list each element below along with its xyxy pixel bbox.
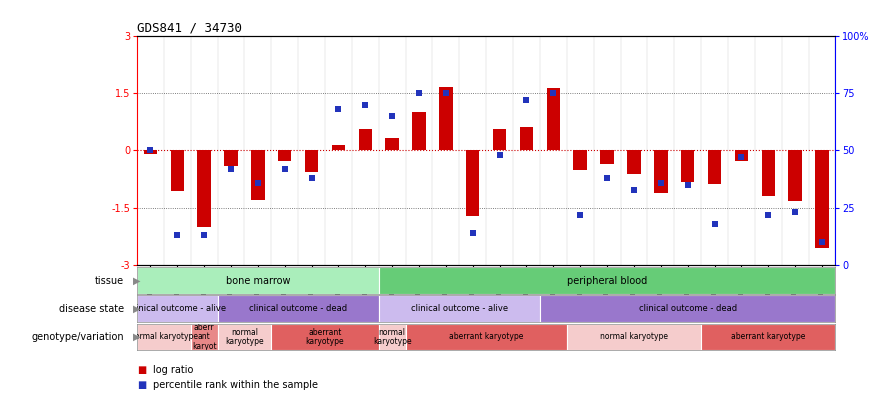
Bar bbox=[761, 150, 775, 196]
Text: ■: ■ bbox=[137, 365, 146, 375]
Point bbox=[707, 221, 721, 227]
Text: normal
karyotype: normal karyotype bbox=[373, 327, 412, 346]
Point bbox=[573, 211, 587, 218]
Bar bbox=[708, 150, 721, 184]
Point bbox=[788, 209, 802, 216]
Text: ▶: ▶ bbox=[133, 276, 140, 286]
Point bbox=[735, 154, 749, 160]
Text: aberr
ant
karyot: aberr ant karyot bbox=[192, 323, 217, 351]
Text: clinical outcome - alive: clinical outcome - alive bbox=[129, 305, 226, 313]
Bar bbox=[789, 150, 802, 201]
Text: clinical outcome - dead: clinical outcome - dead bbox=[249, 305, 347, 313]
Point bbox=[815, 239, 829, 246]
Text: aberrant karyotype: aberrant karyotype bbox=[449, 333, 523, 341]
Point bbox=[358, 101, 372, 108]
Text: disease state: disease state bbox=[58, 304, 124, 314]
Bar bbox=[520, 127, 533, 150]
Text: ■: ■ bbox=[137, 380, 146, 390]
Bar bbox=[735, 150, 748, 161]
Bar bbox=[137, 324, 191, 350]
Bar bbox=[574, 150, 587, 170]
Bar bbox=[171, 150, 184, 190]
Bar bbox=[378, 267, 835, 294]
Point bbox=[600, 175, 614, 181]
Point bbox=[438, 90, 453, 96]
Point bbox=[332, 106, 346, 112]
Text: clinical outcome - dead: clinical outcome - dead bbox=[638, 305, 736, 313]
Point bbox=[171, 232, 185, 239]
Bar bbox=[278, 150, 292, 161]
Point bbox=[520, 97, 534, 103]
Bar bbox=[600, 150, 613, 164]
Bar bbox=[144, 150, 157, 154]
Point bbox=[761, 211, 775, 218]
Bar bbox=[654, 150, 667, 193]
Bar bbox=[197, 150, 211, 227]
Bar bbox=[815, 150, 828, 248]
Bar bbox=[251, 150, 264, 200]
Text: tissue: tissue bbox=[95, 276, 124, 286]
Bar bbox=[191, 324, 217, 350]
Text: aberrant
karyotype: aberrant karyotype bbox=[306, 327, 345, 346]
Bar bbox=[493, 129, 507, 150]
Bar bbox=[137, 295, 217, 322]
Bar bbox=[540, 295, 835, 322]
Point bbox=[412, 90, 426, 96]
Point bbox=[681, 182, 695, 188]
Point bbox=[627, 187, 641, 193]
Bar bbox=[332, 145, 345, 150]
Text: ▶: ▶ bbox=[133, 304, 140, 314]
Point bbox=[466, 230, 480, 236]
Bar bbox=[271, 324, 378, 350]
Bar bbox=[378, 324, 406, 350]
Bar bbox=[225, 150, 238, 166]
Point bbox=[143, 147, 157, 154]
Text: GDS841 / 34730: GDS841 / 34730 bbox=[137, 21, 242, 34]
Text: ▶: ▶ bbox=[133, 332, 140, 342]
Point bbox=[278, 166, 292, 172]
Bar bbox=[412, 112, 426, 150]
Text: normal karyotype: normal karyotype bbox=[600, 333, 668, 341]
Text: bone marrow: bone marrow bbox=[225, 276, 290, 286]
Bar bbox=[681, 150, 694, 182]
Point bbox=[197, 232, 211, 239]
Text: genotype/variation: genotype/variation bbox=[31, 332, 124, 342]
Point bbox=[251, 179, 265, 186]
Point bbox=[304, 175, 319, 181]
Bar bbox=[217, 324, 271, 350]
Bar bbox=[217, 295, 378, 322]
Bar bbox=[305, 150, 318, 171]
Text: clinical outcome - alive: clinical outcome - alive bbox=[411, 305, 508, 313]
Bar bbox=[137, 267, 378, 294]
Point bbox=[546, 90, 560, 96]
Text: log ratio: log ratio bbox=[153, 365, 194, 375]
Bar bbox=[359, 129, 372, 150]
Point bbox=[224, 166, 238, 172]
Bar bbox=[567, 324, 701, 350]
Bar bbox=[378, 295, 540, 322]
Text: percentile rank within the sample: percentile rank within the sample bbox=[153, 380, 318, 390]
Bar bbox=[628, 150, 641, 174]
Point bbox=[385, 113, 400, 119]
Bar bbox=[406, 324, 567, 350]
Bar bbox=[385, 138, 399, 150]
Text: aberrant karyotype: aberrant karyotype bbox=[731, 333, 805, 341]
Text: normal
karyotype: normal karyotype bbox=[225, 327, 263, 346]
Bar bbox=[466, 150, 479, 216]
Bar bbox=[546, 88, 560, 150]
Text: normal karyotype: normal karyotype bbox=[130, 333, 198, 341]
Point bbox=[492, 152, 507, 158]
Bar bbox=[701, 324, 835, 350]
Text: peripheral blood: peripheral blood bbox=[567, 276, 647, 286]
Point bbox=[654, 179, 668, 186]
Bar bbox=[439, 87, 453, 150]
